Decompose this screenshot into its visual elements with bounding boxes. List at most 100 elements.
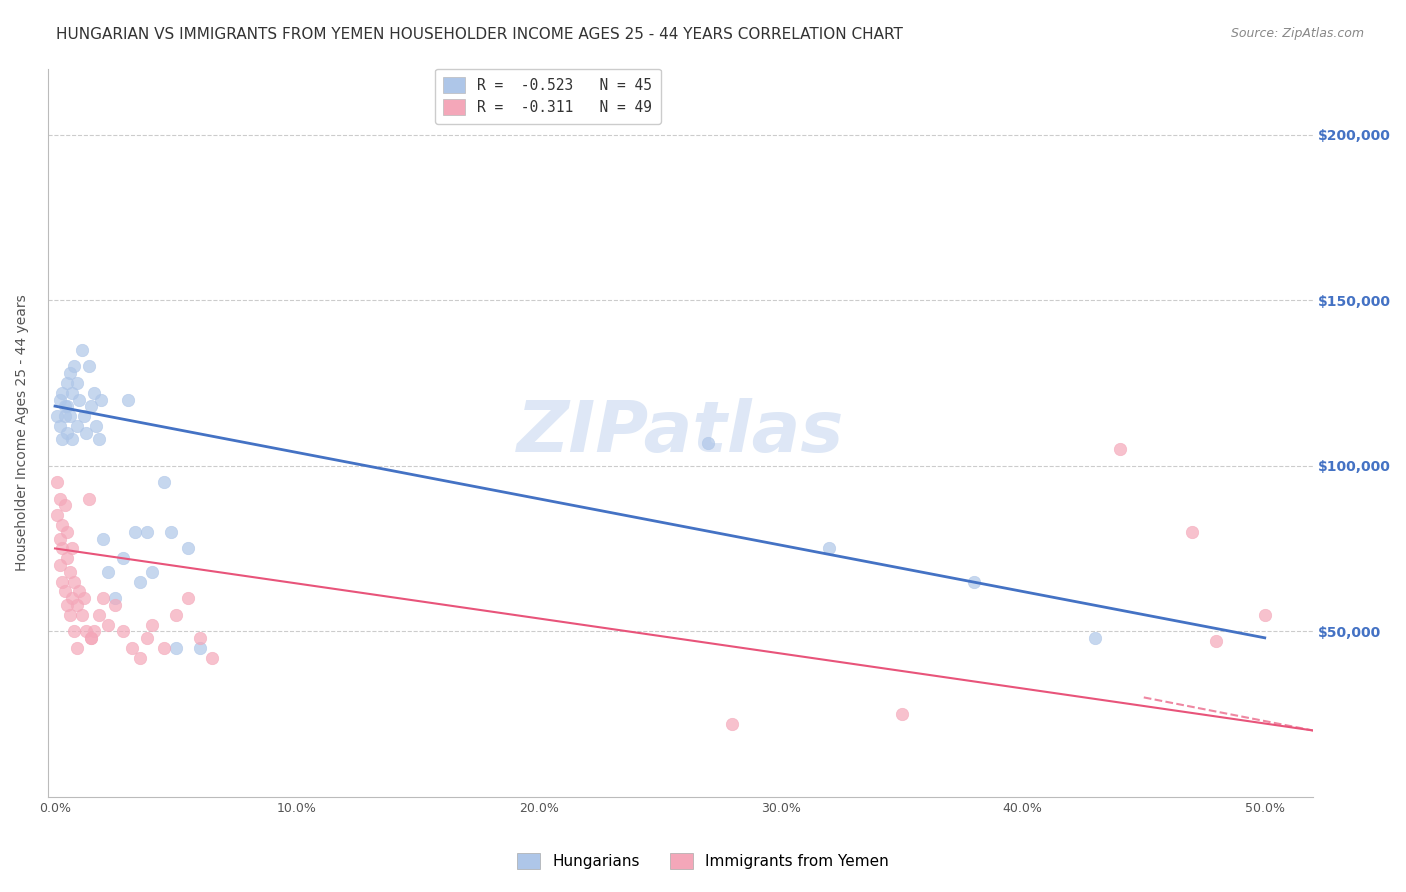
Point <box>111 624 134 639</box>
Point <box>75 624 97 639</box>
Point <box>1181 524 1204 539</box>
Point <box>1084 631 1107 645</box>
Point <box>70 343 93 357</box>
Point <box>66 640 89 655</box>
Point <box>58 607 80 622</box>
Point <box>1108 442 1130 457</box>
Point <box>104 598 127 612</box>
Point <box>93 591 115 606</box>
Point <box>73 409 96 423</box>
Point <box>63 574 86 589</box>
Point <box>56 524 79 539</box>
Point <box>60 591 83 606</box>
Point <box>111 551 134 566</box>
Point <box>188 631 211 645</box>
Point <box>56 598 79 612</box>
Point <box>58 565 80 579</box>
Point <box>53 409 76 423</box>
Point <box>51 385 73 400</box>
Point <box>90 392 112 407</box>
Point <box>49 558 72 572</box>
Point <box>177 591 200 606</box>
Point <box>51 518 73 533</box>
Point <box>70 607 93 622</box>
Point <box>63 359 86 374</box>
Point <box>51 574 73 589</box>
Point <box>890 706 912 721</box>
Point <box>66 376 89 390</box>
Point <box>80 631 103 645</box>
Point <box>58 409 80 423</box>
Point <box>104 591 127 606</box>
Point <box>58 366 80 380</box>
Legend: Hungarians, Immigrants from Yemen: Hungarians, Immigrants from Yemen <box>510 847 896 875</box>
Point <box>46 409 69 423</box>
Point <box>66 598 89 612</box>
Point <box>49 532 72 546</box>
Point <box>97 565 120 579</box>
Point <box>53 499 76 513</box>
Point <box>73 591 96 606</box>
Point <box>80 399 103 413</box>
Point <box>136 524 159 539</box>
Point <box>67 584 90 599</box>
Point <box>49 491 72 506</box>
Point <box>77 491 100 506</box>
Point <box>56 399 79 413</box>
Point <box>46 475 69 490</box>
Point <box>60 385 83 400</box>
Point <box>721 717 744 731</box>
Point <box>87 607 110 622</box>
Point <box>141 617 163 632</box>
Point <box>51 432 73 446</box>
Y-axis label: Householder Income Ages 25 - 44 years: Householder Income Ages 25 - 44 years <box>15 294 30 571</box>
Point <box>963 574 986 589</box>
Point <box>165 607 187 622</box>
Point <box>87 432 110 446</box>
Point <box>1254 607 1277 622</box>
Point <box>121 640 143 655</box>
Point <box>84 419 107 434</box>
Text: Source: ZipAtlas.com: Source: ZipAtlas.com <box>1230 27 1364 40</box>
Point <box>83 385 105 400</box>
Point <box>51 541 73 556</box>
Point <box>128 574 150 589</box>
Point <box>80 631 103 645</box>
Point <box>141 565 163 579</box>
Point <box>77 359 100 374</box>
Point <box>128 650 150 665</box>
Point <box>60 432 83 446</box>
Point <box>67 392 90 407</box>
Point <box>66 419 89 434</box>
Point <box>75 425 97 440</box>
Point <box>136 631 159 645</box>
Point <box>177 541 200 556</box>
Point <box>153 475 176 490</box>
Point <box>49 419 72 434</box>
Text: ZIPatlas: ZIPatlas <box>517 398 844 467</box>
Point <box>160 524 183 539</box>
Point <box>117 392 139 407</box>
Point <box>818 541 841 556</box>
Point <box>93 532 115 546</box>
Legend: R =  -0.523   N = 45, R =  -0.311   N = 49: R = -0.523 N = 45, R = -0.311 N = 49 <box>434 69 661 124</box>
Point <box>1205 634 1227 648</box>
Point <box>697 435 720 450</box>
Point <box>83 624 105 639</box>
Point <box>97 617 120 632</box>
Text: HUNGARIAN VS IMMIGRANTS FROM YEMEN HOUSEHOLDER INCOME AGES 25 - 44 YEARS CORRELA: HUNGARIAN VS IMMIGRANTS FROM YEMEN HOUSE… <box>56 27 903 42</box>
Point <box>56 551 79 566</box>
Point <box>53 399 76 413</box>
Point <box>201 650 224 665</box>
Point <box>124 524 146 539</box>
Point <box>53 584 76 599</box>
Point <box>188 640 211 655</box>
Point <box>56 425 79 440</box>
Point <box>165 640 187 655</box>
Point <box>60 541 83 556</box>
Point <box>49 392 72 407</box>
Point <box>63 624 86 639</box>
Point <box>56 376 79 390</box>
Point <box>46 508 69 523</box>
Point <box>153 640 176 655</box>
